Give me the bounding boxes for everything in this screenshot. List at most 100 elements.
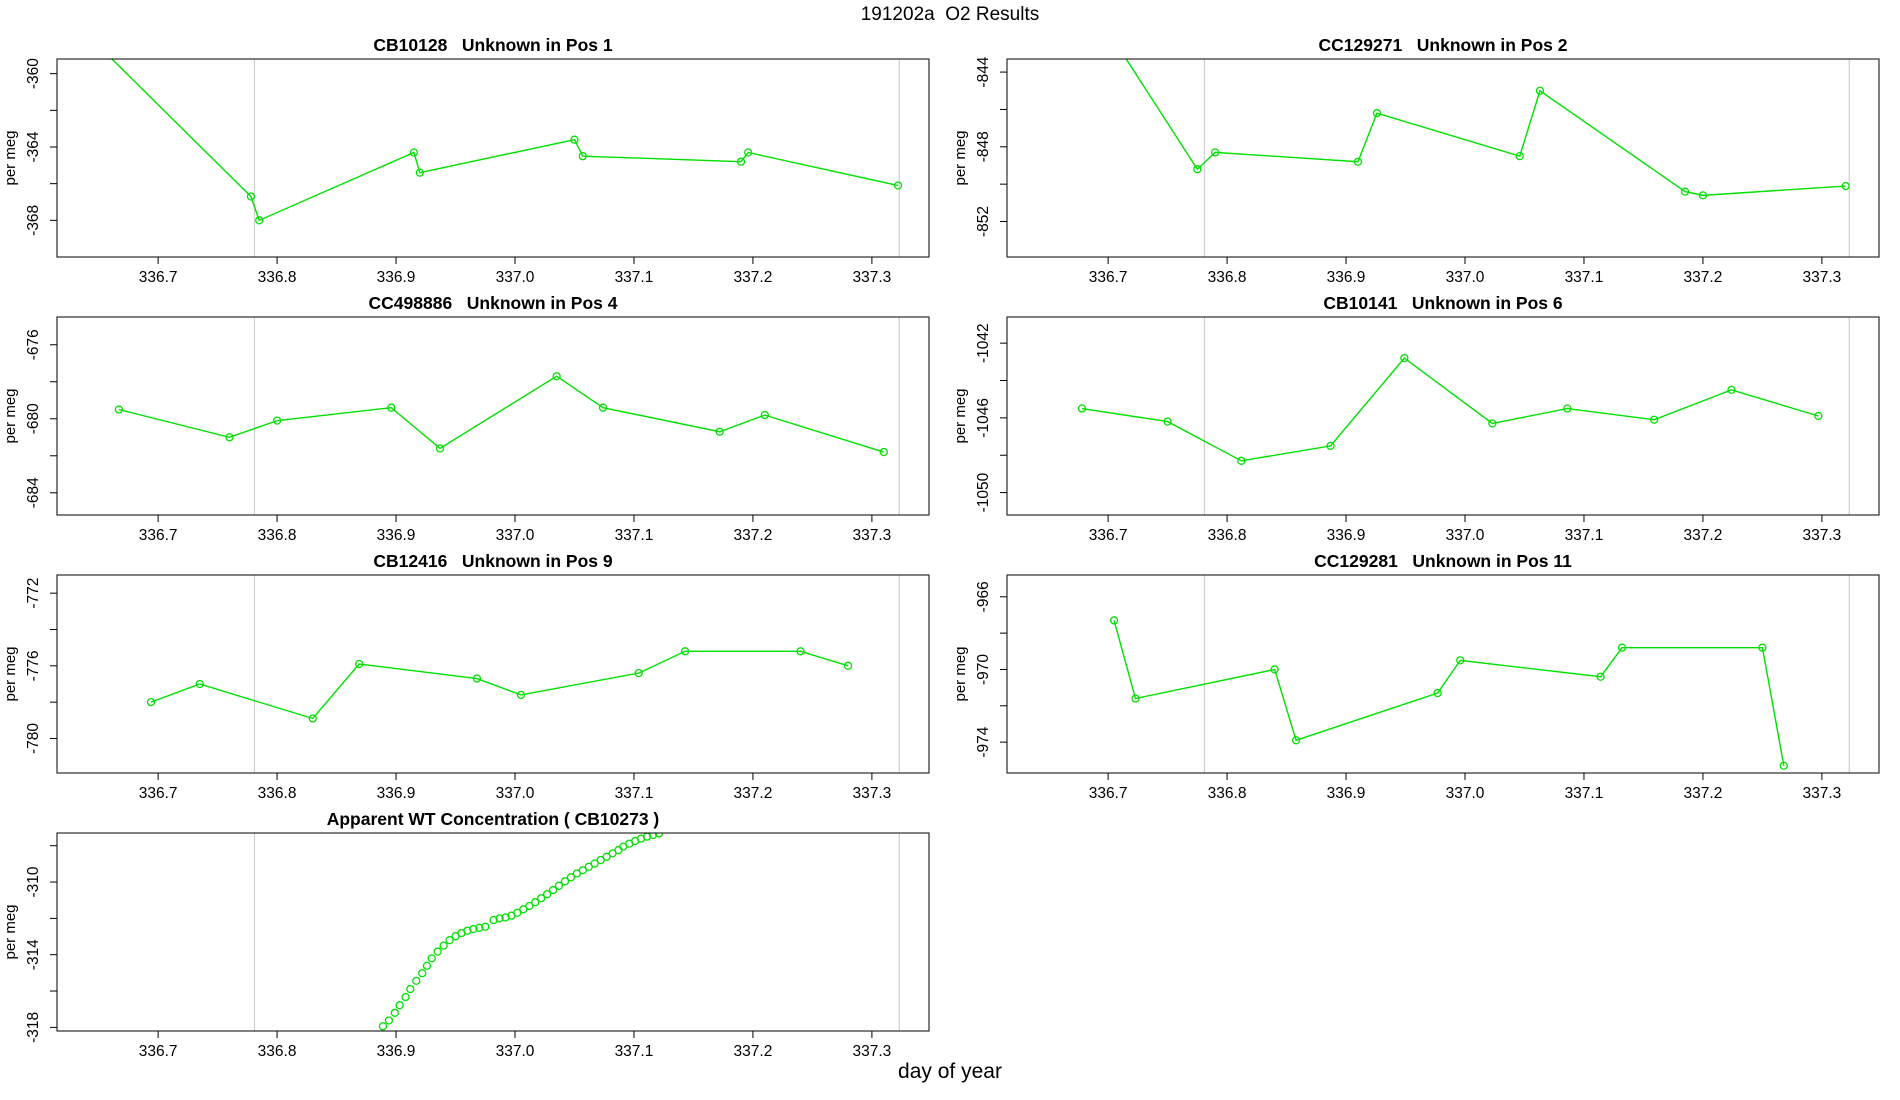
subplot-4: 336.7 336.8 336.9 337.0 337.1 337.2 337.3 -1042… (950, 288, 1900, 546)
data-point (1193, 165, 1202, 174)
data-point (548, 885, 558, 895)
x-tick-label: 336.9 (1327, 785, 1366, 802)
x-tick-label: 337.0 (496, 1043, 535, 1060)
subplot-title: CC129281 Unknown in Pos 11 (1314, 551, 1572, 571)
data-point (427, 954, 436, 963)
data-point (439, 941, 448, 950)
x-tick-label: 336.8 (258, 785, 297, 802)
y-axis-label: per meg (2, 904, 19, 959)
y-tick-label: -970 (975, 654, 992, 685)
y-tick-label: -776 (25, 650, 42, 681)
data-series (146, 647, 853, 723)
plot-box (56, 58, 930, 258)
subplot-title: CC498886 Unknown in Pos 4 (369, 293, 618, 313)
y-axis-label: per meg (952, 646, 969, 701)
x-tick-label: 336.8 (1208, 785, 1247, 802)
data-point (1456, 656, 1465, 665)
y-tick-label: -368 (25, 205, 42, 236)
plot-canvas: 336.7 336.8 336.9 337.0 337.1 337.2 337.3 -360 -… (2, 35, 930, 286)
x-tick-label: 336.7 (1089, 527, 1128, 544)
plot-box (1006, 574, 1880, 774)
data-point (1814, 411, 1823, 421)
x-tick-label: 337.2 (734, 1043, 773, 1060)
data-point (1077, 404, 1087, 413)
x-tick-label: 337.3 (1802, 269, 1841, 286)
y-axis-label: per meg (952, 130, 969, 185)
data-point (1109, 616, 1119, 625)
data-point (1237, 456, 1246, 465)
data-point (489, 915, 498, 925)
data-point (355, 659, 364, 669)
x-tick-label: 337.3 (852, 527, 891, 544)
x-tick-label: 337.1 (615, 527, 654, 544)
data-point (495, 914, 504, 923)
x-tick-label: 337.1 (615, 785, 654, 802)
x-tick-label: 337.2 (1684, 527, 1723, 544)
data-point (1617, 643, 1627, 652)
data-point (469, 924, 478, 934)
data-point (560, 877, 570, 886)
data-point (472, 674, 482, 683)
x-tick-label: 336.8 (258, 1043, 297, 1060)
subplot-3: 336.7 336.8 336.9 337.0 337.1 337.2 337.3 -676 -… (0, 288, 950, 546)
data-point (114, 405, 124, 414)
x-tick-label: 336.8 (258, 527, 297, 544)
data-point (614, 845, 623, 855)
y-tick-label: -974 (975, 726, 992, 757)
data-point (1105, 30, 1112, 34)
x-tick-label: 336.7 (1089, 269, 1128, 286)
y-tick-label: -310 (25, 866, 42, 897)
y-tick-label: -852 (975, 206, 992, 237)
data-point (463, 926, 472, 935)
data-point (552, 372, 561, 381)
y-tick-label: -318 (25, 1012, 42, 1043)
data-point (744, 148, 753, 157)
data-point (401, 992, 410, 1002)
data-line (1113, 620, 1785, 766)
data-point (1758, 643, 1767, 652)
subplot-title: CB12416 Unknown in Pos 9 (373, 551, 612, 571)
x-tick-label: 337.0 (496, 785, 535, 802)
y-tick-label: -360 (25, 58, 42, 89)
data-point (433, 947, 442, 956)
data-point (1211, 148, 1220, 157)
data-point (1353, 157, 1363, 166)
data-point (590, 859, 599, 868)
data-point (246, 192, 256, 201)
data-series (1109, 616, 1788, 770)
x-axis-outer-label: day of year (898, 1060, 1002, 1083)
y-tick-label: -966 (975, 581, 992, 612)
data-series (114, 372, 888, 457)
data-point (1698, 191, 1708, 200)
x-tick-label: 336.8 (1208, 527, 1247, 544)
data-point (1563, 404, 1572, 413)
data-point (415, 168, 424, 177)
data-point (602, 852, 611, 861)
subplot-1: 336.7 336.8 336.9 337.0 337.1 337.2 337.3 -360 -… (0, 30, 950, 288)
x-tick-label: 337.2 (734, 785, 773, 802)
data-point (1291, 736, 1301, 745)
plot-box (56, 316, 930, 516)
data-point (654, 833, 664, 838)
x-tick-label: 337.0 (496, 527, 535, 544)
data-point (1488, 419, 1497, 428)
y-tick-label: -1042 (975, 323, 992, 363)
plot-box (56, 832, 930, 1032)
x-tick-label: 336.7 (139, 269, 178, 286)
data-point (516, 690, 526, 700)
x-tick-label: 337.2 (1684, 785, 1723, 802)
plot-box (56, 574, 930, 774)
plot-canvas: 336.7 336.8 336.9 337.0 337.1 337.2 337.3 -1042… (952, 293, 1880, 544)
data-point (531, 898, 540, 907)
subplot-title: CC129271 Unknown in Pos 2 (1319, 35, 1568, 55)
data-point (1270, 665, 1279, 674)
x-tick-label: 337.2 (734, 269, 773, 286)
data-point (542, 890, 552, 899)
data-point (418, 969, 427, 978)
plot-box (1006, 58, 1880, 258)
data-series (1105, 30, 1850, 200)
data-point (406, 984, 415, 994)
y-tick-label: -772 (25, 578, 42, 609)
data-point (760, 410, 769, 420)
